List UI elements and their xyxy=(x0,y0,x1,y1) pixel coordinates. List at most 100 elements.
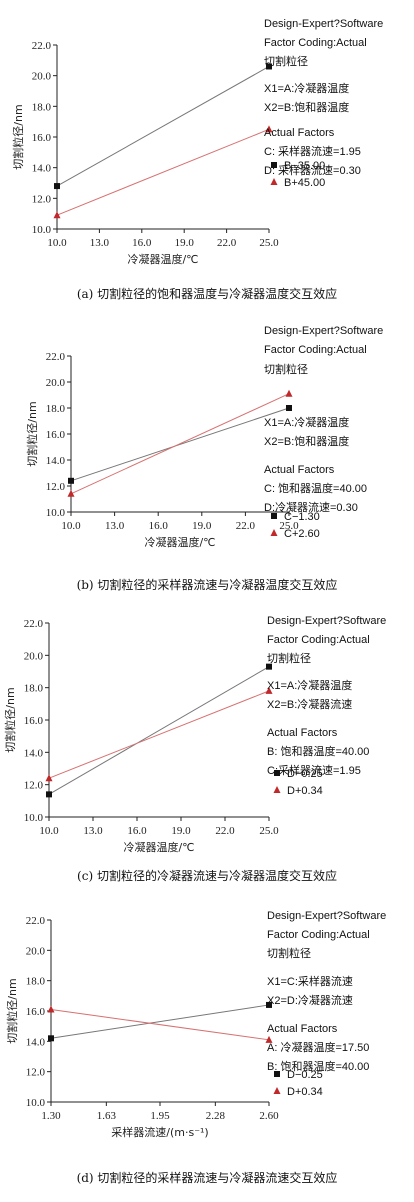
x-tick-label: 13.0 xyxy=(90,237,110,249)
info-line: Actual Factors xyxy=(267,727,338,739)
info-line: X1=C:采样器流速 xyxy=(267,974,353,988)
y-tick-label: 18.0 xyxy=(26,976,46,988)
x-tick-label: 25.0 xyxy=(279,520,299,532)
x-tick-label: 16.0 xyxy=(132,237,152,249)
x-tick-label: 19.0 xyxy=(192,520,212,532)
y-axis-label: 切割粒径/nm xyxy=(25,401,39,466)
info-line: 切割粒径 xyxy=(267,651,311,665)
legend-marker-triangle xyxy=(273,1087,281,1094)
info-line: C: 饱和器温度=40.00 xyxy=(264,481,367,495)
info-line: Actual Factors xyxy=(264,127,335,139)
series-line-black xyxy=(70,407,290,482)
y-tick-label: 10.0 xyxy=(46,507,66,519)
y-tick-label: 14.0 xyxy=(46,455,66,467)
y-axis-label: 切割粒径/nm xyxy=(11,104,25,169)
x-tick-label: 10.0 xyxy=(47,237,67,249)
series-line-red xyxy=(56,128,270,216)
info-line: Design-Expert?Software xyxy=(267,910,386,922)
y-axis-label: 切割粒径/nm xyxy=(3,687,17,752)
data-point-square xyxy=(68,477,74,484)
x-tick-label: 25.0 xyxy=(259,237,279,249)
y-tick-label: 10.0 xyxy=(26,1097,46,1109)
data-point-triangle xyxy=(265,125,273,133)
figure-caption: (a) 切割粒径的饱和器温度与冷凝器温度交互效应 xyxy=(77,286,337,301)
x-tick-label: 25.0 xyxy=(259,825,279,837)
y-tick-label: 20.0 xyxy=(24,650,44,662)
info-line: X2=B:饱和器温度 xyxy=(264,100,349,114)
x-tick-label: 16.0 xyxy=(127,825,147,837)
y-tick-label: 18.0 xyxy=(46,403,66,415)
x-tick-label: 19.0 xyxy=(175,237,195,249)
info-line: Design-Expert?Software xyxy=(264,325,383,337)
info-line: Actual Factors xyxy=(267,1023,338,1035)
y-tick-label: 14.0 xyxy=(32,163,52,175)
info-line: Factor Coding:Actual xyxy=(264,344,367,356)
chart-panel-a: 10.0 12.0 14.0 16.0 18.0 20.0 22.0 10.0 13.0 16.0… xyxy=(11,18,383,301)
y-tick-label: 18.0 xyxy=(32,101,52,113)
y-tick-label: 16.0 xyxy=(32,132,52,144)
x-tick-label: 22.0 xyxy=(217,237,237,249)
info-line: A: 冷凝器温度=17.50 xyxy=(267,1040,369,1054)
legend-label: B−35.00 xyxy=(284,160,325,172)
legend-marker-triangle xyxy=(270,529,278,536)
info-line: B: 饱和器温度=40.00 xyxy=(267,1059,369,1073)
series-line-red xyxy=(50,1008,270,1041)
info-line: D:冷凝器流速=0.30 xyxy=(264,500,358,514)
chart-panel-d: 10.0 12.0 14.0 16.0 18.0 20.0 22.0 1.30 1.63 1.95… xyxy=(5,910,386,1185)
y-tick-label: 22.0 xyxy=(24,618,44,630)
y-tick-label: 12.0 xyxy=(24,780,44,792)
legend-marker-square xyxy=(271,162,277,168)
info-line: Factor Coding:Actual xyxy=(264,37,367,49)
y-tick-label: 22.0 xyxy=(46,351,66,363)
series-line-black xyxy=(50,1004,270,1039)
x-tick-label: 1.95 xyxy=(150,1110,170,1122)
x-tick-label: 16.0 xyxy=(149,520,169,532)
legend-marker-square xyxy=(274,770,280,776)
x-tick-label: 10.0 xyxy=(61,520,81,532)
info-line: B: 饱和器温度=40.00 xyxy=(267,744,369,758)
data-point-square xyxy=(54,183,60,190)
y-tick-label: 12.0 xyxy=(26,1067,46,1079)
y-tick-label: 12.0 xyxy=(46,481,66,493)
info-line: Design-Expert?Software xyxy=(264,18,383,30)
legend-marker-square xyxy=(274,1071,280,1077)
y-tick-label: 16.0 xyxy=(24,715,44,727)
x-tick-label: 2.28 xyxy=(206,1110,226,1122)
x-tick-label: 1.63 xyxy=(97,1110,117,1122)
x-tick-label: 22.0 xyxy=(236,520,256,532)
x-axis-label: 冷凝器温度/℃ xyxy=(123,840,194,854)
series-line-red xyxy=(48,690,270,779)
series-line-red xyxy=(70,393,290,495)
data-point-triangle xyxy=(67,489,75,497)
info-line: 切割粒径 xyxy=(267,946,311,960)
info-line: Factor Coding:Actual xyxy=(267,929,370,941)
info-line: Design-Expert?Software xyxy=(267,615,386,627)
data-point-triangle xyxy=(47,1005,55,1013)
y-tick-label: 20.0 xyxy=(46,377,66,389)
legend-marker-square xyxy=(271,513,277,519)
info-line: Factor Coding:Actual xyxy=(267,634,370,646)
legend-marker-triangle xyxy=(270,178,278,185)
chart-panel-c: 10.0 12.0 14.0 16.0 18.0 20.0 22.0 10.0 13.0 16.0… xyxy=(3,615,386,883)
x-axis-label: 采样器流速/(m·s⁻¹) xyxy=(111,1125,208,1139)
legend-label: C+2.60 xyxy=(284,528,320,540)
data-point-triangle xyxy=(265,1035,273,1043)
y-tick-label: 22.0 xyxy=(26,915,46,927)
legend-label: D+0.34 xyxy=(287,1086,323,1098)
y-axis-label: 切割粒径/nm xyxy=(5,978,19,1043)
y-tick-label: 12.0 xyxy=(32,193,52,205)
x-tick-label: 10.0 xyxy=(39,825,59,837)
legend-label: D−0.25 xyxy=(287,768,323,780)
x-tick-label: 13.0 xyxy=(105,520,125,532)
legend-label: B+45.00 xyxy=(284,177,325,189)
y-tick-label: 16.0 xyxy=(46,429,66,441)
y-tick-label: 18.0 xyxy=(24,683,44,695)
info-line: 切割粒径 xyxy=(264,362,308,376)
data-point-triangle xyxy=(285,389,293,397)
figure-caption: (d) 切割粒径的采样器流速与冷凝器流速交互效应 xyxy=(77,1170,338,1185)
figure-caption: (b) 切割粒径的采样器流速与冷凝器温度交互效应 xyxy=(77,577,338,592)
info-line: C: 采样器流速=1.95 xyxy=(264,144,361,158)
y-tick-label: 14.0 xyxy=(24,747,44,759)
x-tick-label: 1.30 xyxy=(41,1110,61,1122)
